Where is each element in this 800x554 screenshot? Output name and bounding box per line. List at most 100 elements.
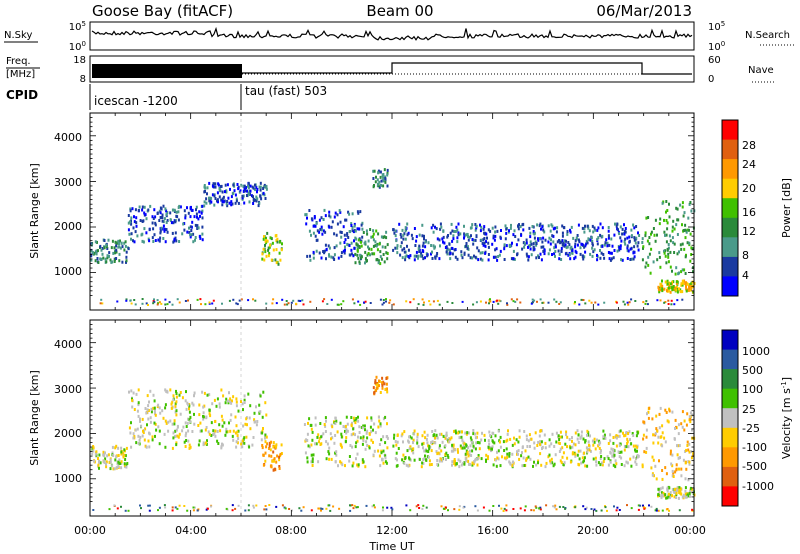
velocity-echo-cell (122, 455, 125, 459)
power-colorbar-frame (721, 119, 739, 297)
velocity-echo-cell (342, 425, 345, 428)
power-echo-cell (203, 200, 206, 204)
power-echo-cell (145, 217, 148, 221)
power-echo-cell (162, 237, 165, 240)
velocity-echo-cell (150, 407, 153, 411)
power-echo-cell (188, 226, 190, 230)
velocity-echo-cell (460, 446, 463, 450)
velocity-echo-cell (435, 433, 438, 437)
cpid-label: CPID (6, 88, 38, 102)
velocity-echo-cell (377, 449, 380, 453)
velocity-echo-cell (167, 420, 170, 424)
velocity-echo-cell (97, 463, 100, 467)
velocity-echo-cell (109, 467, 112, 471)
velocity-echo-cell (492, 440, 495, 444)
velocity-echo-cell (666, 419, 669, 423)
power-echo-cell (547, 240, 550, 244)
velocity-echo-cell (571, 436, 573, 440)
velocity-echo-cell (600, 509, 603, 512)
velocity-echo-cell (98, 460, 101, 464)
velocity-echo-cell (186, 401, 189, 405)
power-echo-cell (177, 210, 180, 214)
velocity-echo-cell (405, 463, 408, 467)
power-echo-cell (681, 290, 684, 294)
power-echo-cell (102, 256, 105, 260)
power-echo-cell (521, 247, 524, 251)
velocity-echo-cell (634, 460, 637, 464)
power-echo-cell (115, 241, 118, 245)
velocity-echo-cell (655, 427, 658, 431)
power-colorbar-swatch (722, 178, 738, 199)
velocity-echo-cell (524, 449, 527, 453)
power-echo-cell (514, 235, 517, 238)
velocity-echo-cell (584, 464, 587, 468)
velocity-echo-cell (149, 416, 152, 420)
power-echo-cell (667, 260, 670, 264)
velocity-echo-cell (441, 440, 444, 444)
velocity-echo-cell (188, 418, 191, 422)
power-echo-cell (359, 210, 362, 214)
velocity-echo-cell (561, 446, 564, 450)
velocity-echo-cell (684, 461, 687, 465)
velocity-echo-cell (477, 457, 480, 461)
power-echo-cell (337, 256, 340, 260)
velocity-echo-cell (681, 495, 684, 499)
velocity-echo-cell (164, 506, 167, 509)
velocity-echo-cell (602, 435, 605, 439)
velocity-echo-cell (378, 419, 381, 423)
power-echo-cell (683, 247, 686, 251)
velocity-echo-cell (273, 459, 276, 463)
velocity-echo-cell (241, 445, 244, 449)
velocity-echo-cell (511, 443, 514, 447)
velocity-echo-cell (617, 450, 620, 454)
power-echo-cell (184, 216, 187, 220)
power-echo-cell (373, 252, 376, 256)
power-echo-cell (275, 248, 278, 252)
velocity-echo-cell (325, 507, 328, 510)
power-echo-cell (198, 210, 201, 214)
power-echo-cell (400, 235, 403, 239)
velocity-echo-cell (378, 454, 381, 458)
power-panel: Slant Range [km] 1000 2000 3000 4000 28 … (28, 112, 793, 311)
power-echo-cell (543, 249, 546, 253)
power-echo-cell (664, 254, 667, 258)
velocity-colorbar-swatch (722, 369, 738, 390)
velocity-echo-cell (430, 441, 433, 445)
power-echo-cell (675, 285, 678, 289)
power-echo-cell (134, 303, 137, 306)
velocity-echo-cell (350, 433, 353, 437)
power-echo-cell (581, 226, 584, 230)
velocity-echo-cell (316, 435, 319, 439)
power-echo-cell (608, 243, 611, 247)
power-echo-cell (581, 243, 584, 246)
power-echo-cell (682, 229, 685, 232)
velocity-echo-cell (235, 404, 238, 408)
power-echo-cell (254, 299, 257, 302)
power-echo-cell (685, 253, 687, 257)
power-echo-cell (118, 252, 121, 256)
velocity-echo-cell (280, 443, 283, 447)
velocity-echo-cell (601, 463, 604, 467)
power-echo-cell (527, 255, 530, 259)
velocity-echo-cell (478, 441, 481, 445)
power-echo-cell (594, 228, 597, 232)
power-echo-cell (261, 252, 264, 256)
velocity-echo-cell (261, 446, 264, 450)
power-echo-cell (503, 243, 506, 247)
velocity-echo-cell (137, 434, 140, 438)
velocity-echo-cell (236, 434, 239, 438)
velocity-echo-cell (310, 443, 313, 447)
velocity-echo-cell (594, 447, 597, 451)
velocity-echo-cell (235, 445, 238, 449)
power-echo-cell (348, 244, 351, 247)
velocity-echo-cell (488, 509, 491, 512)
velocity-echo-cell (548, 438, 551, 442)
power-echo-cell (591, 224, 594, 228)
power-echo-cell (385, 298, 387, 301)
velocity-echo-cell (494, 434, 497, 438)
velocity-echo-cell (288, 508, 291, 510)
power-echo-cell (619, 244, 622, 248)
power-echo-cell (129, 209, 132, 213)
power-echo-cell (372, 229, 375, 233)
power-echo-cell (306, 216, 308, 220)
